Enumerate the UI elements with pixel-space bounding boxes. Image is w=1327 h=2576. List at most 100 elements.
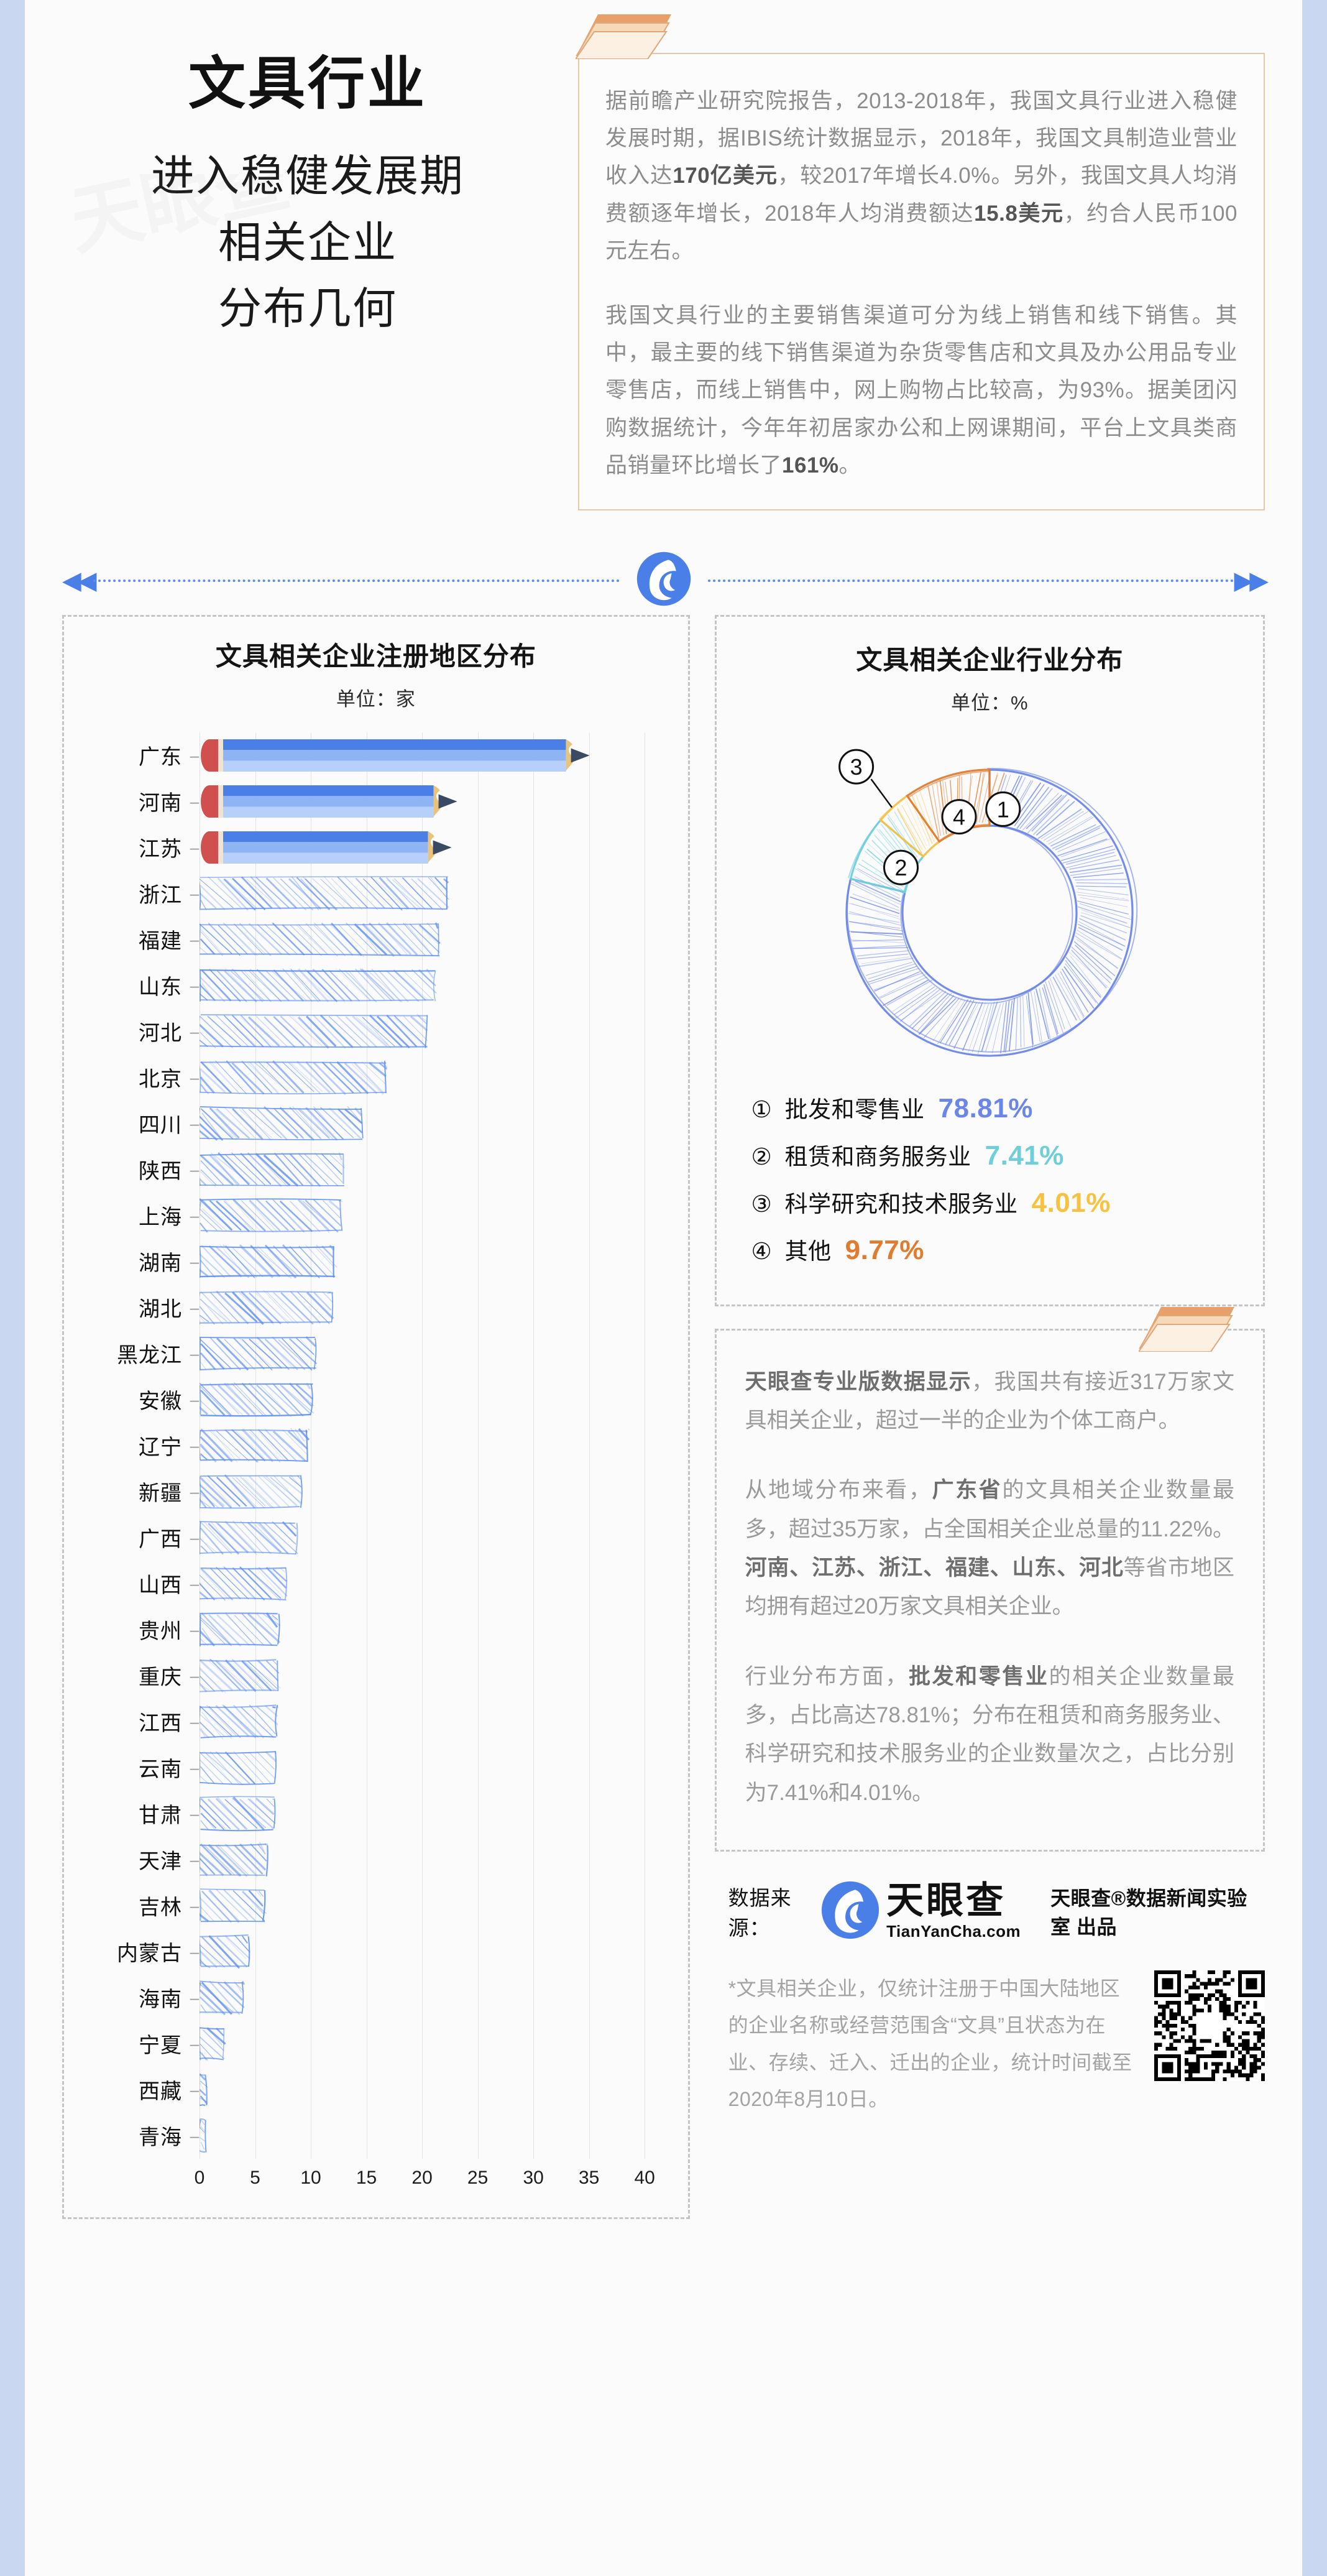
axis-tick-mark: – (190, 2034, 200, 2053)
bar-track (200, 1745, 672, 1791)
axis-tick-mark: – (190, 1942, 200, 1961)
bar-category-label: 西藏 (139, 2080, 182, 2104)
bar-shape (200, 1658, 281, 1693)
bar-row: 青海 – (80, 2113, 672, 2159)
bar-category-label: 贵州 (139, 1620, 182, 1644)
axis-tick-mark: – (190, 1482, 200, 1501)
bar-category-label: 辽宁 (139, 1436, 182, 1460)
donut-chart-unit: 单位：% (951, 691, 1029, 714)
axis-tick-mark: – (190, 1022, 200, 1041)
bar-track (200, 1423, 672, 1469)
bar-category-label: 宁夏 (139, 2034, 182, 2058)
donut-chart-title: 文具相关企业行业分布 (856, 645, 1124, 675)
bar-track (200, 1009, 672, 1055)
bar-category-label: 广西 (139, 1528, 182, 1552)
axis-tick-mark: – (190, 1390, 200, 1409)
bar-shape (200, 967, 438, 1003)
bar-category-label: 新疆 (139, 1482, 182, 1506)
bar-track (200, 1193, 672, 1239)
bar-track (200, 1791, 672, 1837)
bar-track (200, 1607, 672, 1653)
footer: 数据来源： 天眼查 TianYanCha.com 天眼查®数据新闻实验室 出品 (715, 1880, 1265, 2118)
bar-shape (200, 1566, 288, 1601)
axis-tick-mark: – (190, 2126, 200, 2145)
svg-text:1: 1 (997, 796, 1009, 822)
axis-tick-mark: – (190, 746, 200, 765)
bar-row: 重庆 – (80, 1653, 672, 1699)
bar-shape (200, 2073, 208, 2107)
svg-text:2: 2 (895, 855, 907, 880)
bar-track (200, 1975, 672, 2021)
bar-category-label: 安徽 (139, 1390, 182, 1414)
bar-track (200, 1469, 672, 1515)
bar-track (200, 2021, 672, 2067)
tianyancha-logo-icon (636, 551, 692, 610)
bar-category-label: 江西 (139, 1712, 182, 1736)
bar-chart-plot: 广东 – 河南 – 江苏 – 浙江 – 福建 – 山东 – 河北 – 北京 – 四川 – 陕西 – 上海 – 湖南 – 湖北 – 黑… (80, 732, 672, 2159)
double-chevron-right-icon: ▶▶ (1234, 566, 1268, 594)
bar-row: 河南 – (80, 778, 672, 824)
bar-category-label: 江苏 (139, 838, 182, 862)
bar-row: 山东 – (80, 963, 672, 1009)
bar-track (200, 1653, 672, 1699)
section-divider: ◀◀ ▶▶ (62, 547, 1269, 615)
divider-line-right (707, 579, 1234, 582)
axis-tick-mark: – (190, 930, 200, 949)
legend-marker-icon: ① (751, 1096, 772, 1122)
bar-category-label: 内蒙古 (117, 1942, 182, 1966)
axis-tick-mark: – (190, 2080, 200, 2099)
bar-shape (200, 2026, 226, 2061)
bar-track (200, 2113, 672, 2159)
bar-shape (200, 1013, 428, 1049)
footnote-row: *文具相关企业，仅统计注册于中国大陆地区的企业名称或经营范围含“文具”且状态为在… (728, 1970, 1265, 2118)
bar-row: 上海 – (80, 1193, 672, 1239)
bar-shape (200, 1888, 267, 1923)
bar-shape (200, 1060, 388, 1095)
summary-paragraph-1: 天眼查专业版数据显示，我国共有接近317万家文具相关企业，超过一半的企业为个体工… (745, 1369, 1234, 1433)
bar-track (200, 1331, 672, 1377)
bar-shape (200, 1428, 310, 1463)
title-line-2: 相关企业 (218, 218, 397, 267)
axis-tick-mark: – (190, 792, 200, 811)
bar-shape (200, 1980, 246, 2015)
x-axis-tick-label: 30 (523, 2167, 544, 2188)
intro-textbox: 据前瞻产业研究院报告，2013-2018年，我国文具行业进入稳健发展时期，据IB… (578, 53, 1265, 510)
bar-row: 贵州 – (80, 1607, 672, 1653)
bar-row: 浙江 – (80, 870, 672, 916)
axis-tick-mark: – (190, 1114, 200, 1133)
legend-value: 78.81% (938, 1092, 1033, 1124)
divider-line-left (93, 579, 620, 582)
bar-shape (200, 1796, 276, 1832)
bar-category-label: 湖南 (139, 1252, 182, 1276)
axis-tick-mark: – (190, 1528, 200, 1547)
bar-track (200, 1285, 672, 1331)
bar-track (200, 1699, 672, 1745)
axis-tick-mark: – (190, 1712, 200, 1731)
page-title: 文具行业 (188, 52, 427, 116)
svg-text:3: 3 (850, 754, 863, 780)
bar-row: 辽宁 – (80, 1423, 672, 1469)
bar-track (200, 1929, 672, 1975)
bar-track (200, 963, 672, 1009)
bar-shape (201, 831, 452, 864)
bar-row: 云南 – (80, 1745, 672, 1791)
bar-row: 福建 – (80, 916, 672, 963)
x-axis-tick-label: 35 (578, 2167, 600, 2188)
bar-category-label: 广东 (139, 746, 182, 770)
double-chevron-left-icon: ◀◀ (62, 566, 96, 594)
svg-text:4: 4 (953, 804, 965, 829)
bar-row: 天津 – (80, 1837, 672, 1883)
axis-tick-mark: – (190, 976, 200, 995)
bar-category-label: 重庆 (139, 1666, 182, 1690)
bar-shape (200, 1382, 315, 1417)
bar-row: 安徽 – (80, 1377, 672, 1423)
bar-row: 北京 – (80, 1055, 672, 1101)
title-line-1: 进入稳健发展期 (151, 152, 464, 201)
bar-track (200, 916, 672, 963)
axis-tick-mark: – (190, 1298, 200, 1317)
qr-code-icon[interactable] (1154, 1970, 1265, 2081)
bar-shape (200, 2118, 207, 2153)
legend-marker-icon: ② (751, 1143, 772, 1170)
legend-item: ② 租赁和商务服务业 7.41% (751, 1138, 1244, 1171)
bar-category-label: 吉林 (139, 1896, 182, 1920)
